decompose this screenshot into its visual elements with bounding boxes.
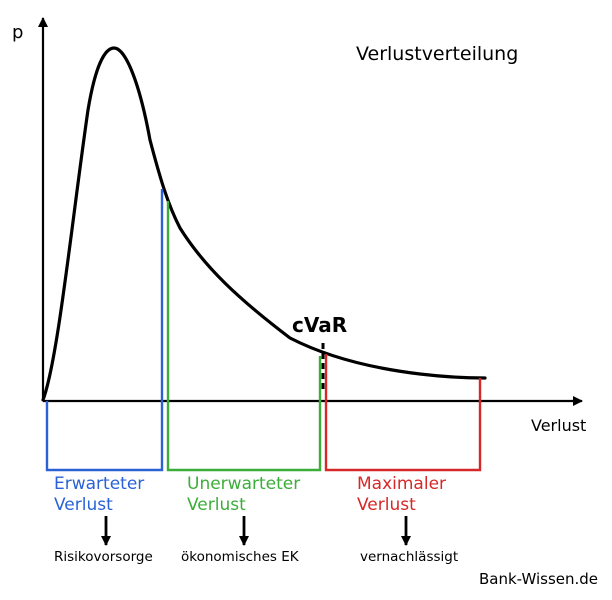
maximum-loss-label-line1: Maximaler [357,474,446,494]
expected-loss-label-line1: Erwarteter [54,474,144,494]
y-axis-label: p [12,22,23,43]
x-axis-label: Verlust [531,416,586,435]
cvar-label: cVaR [292,313,347,337]
expected-loss-bracket [45,189,164,472]
diagram-title: Verlustverteilung [356,43,518,65]
source-credit: Bank-Wissen.de [479,570,598,588]
unexpected-loss-label-line2: Verlust [187,495,246,515]
expected-loss-label-line2: Verlust [54,495,113,515]
unexpected-loss-treatment: ökonomisches EK [181,549,300,565]
maximum-loss-label-line2: Verlust [357,495,416,515]
expected-loss-treatment: Risikovorsorge [54,549,153,565]
maximum-loss-bracket [324,354,482,472]
unexpected-loss-label-line1: Unerwarteter [187,474,300,494]
maximum-loss-treatment: vernachlässigt [360,549,458,565]
unexpected-loss-bracket [166,201,322,472]
loss-distribution-curve [41,46,487,402]
